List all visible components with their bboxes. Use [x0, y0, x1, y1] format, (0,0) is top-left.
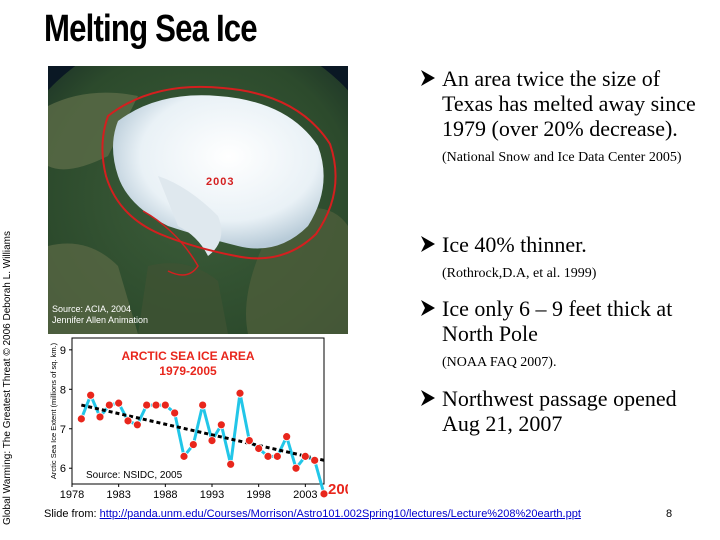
map-animation-credit: Jennifer Allen Animation [52, 315, 149, 325]
x-tick-label: 1993 [200, 489, 224, 501]
data-point [216, 420, 226, 430]
data-point [207, 436, 217, 445]
data-point [179, 451, 189, 461]
data-point [272, 451, 282, 461]
data-point [235, 388, 245, 398]
x-tick-label: 1983 [106, 489, 130, 501]
data-point [226, 459, 236, 469]
slide-footer: Slide from: http://panda.unm.edu/Courses… [44, 508, 581, 520]
side-credit: Global Warming: The Greatest Threat © 20… [2, 231, 13, 525]
plot-area [71, 337, 325, 485]
chart-source: Source: NSIDC, 2005 [86, 470, 183, 481]
data-point [123, 416, 133, 426]
data-point [291, 463, 301, 473]
bullet-note: (Rothrock,D.A, et al. 1999) [442, 266, 597, 281]
arrow-bullet-icon [421, 300, 435, 316]
x-tick-label: 1978 [60, 489, 84, 501]
map-year-label: 2003 [206, 176, 235, 188]
chart-subtitle: 1979-2005 [159, 364, 217, 378]
slide-title: Melting Sea Ice [44, 8, 258, 50]
y-tick-label: 9 [60, 345, 66, 357]
map-source-line: Source: ACIA, 2004 [52, 304, 132, 314]
sea-ice-chart: 6 7 8 9 1978 1983 1988 1993 1998 2003 Arctic Sea I… [48, 334, 361, 502]
arrow-bullet-icon [421, 70, 435, 86]
data-point [263, 451, 273, 461]
footer-source-link[interactable]: http://panda.unm.edu/Courses/Morrison/As… [99, 508, 581, 520]
arctic-map-image [48, 66, 348, 334]
data-point [114, 398, 124, 408]
data-point [160, 400, 170, 410]
map-source: Source: ACIA, 2004 Jennifer Allen Animat… [52, 304, 148, 326]
data-point [310, 455, 320, 465]
data-point [151, 400, 161, 410]
page-number: 8 [666, 508, 673, 520]
bullet-text: An area twice the size of Texas has melt… [442, 66, 696, 141]
bullet-note: (NOAA FAQ 2007). [442, 355, 557, 370]
arrow-bullet-icon [421, 390, 435, 406]
data-point [104, 400, 114, 410]
data-point [86, 390, 96, 400]
arctic-ice-map: 2003 Source: ACIA, 2004 Jennifer Allen A… [48, 66, 348, 334]
bullet-text: Northwest passage opened Aug 21, 2007 [442, 386, 677, 436]
annotation-2005: 2005 [328, 481, 348, 498]
data-point [319, 489, 329, 499]
sea-ice-chart-svg: 6 7 8 9 1978 1983 1988 1993 1998 2003 Arctic Sea I… [49, 337, 361, 501]
data-point [132, 420, 142, 430]
data-point [76, 414, 86, 424]
data-point [142, 400, 152, 410]
data-point [254, 444, 264, 453]
y-axis-label: Arctic Sea Ice Extent (millions of sq. k… [49, 342, 58, 479]
x-tick-label: 1998 [246, 489, 270, 501]
footer-prefix: Slide from: [44, 508, 100, 520]
data-point [170, 408, 180, 418]
data-point [198, 400, 208, 410]
x-tick-label: 2003 [293, 489, 317, 501]
y-tick-label: 6 [60, 463, 66, 475]
arrow-bullet-icon [421, 236, 435, 252]
data-point [300, 451, 310, 461]
bullet-note: (National Snow and Ice Data Center 2005) [442, 150, 682, 165]
bullet-text: Ice only 6 – 9 feet thick at North Pole [442, 296, 673, 346]
y-tick-label: 8 [60, 384, 66, 396]
chart-title: ARCTIC SEA ICE AREA [121, 349, 254, 363]
bullet-text: Ice 40% thinner. [442, 232, 587, 257]
data-point [95, 412, 105, 422]
y-tick-label: 7 [60, 424, 66, 436]
x-tick-label: 1988 [153, 489, 177, 501]
data-point [188, 440, 198, 449]
data-point [282, 432, 292, 442]
data-point [244, 436, 254, 445]
